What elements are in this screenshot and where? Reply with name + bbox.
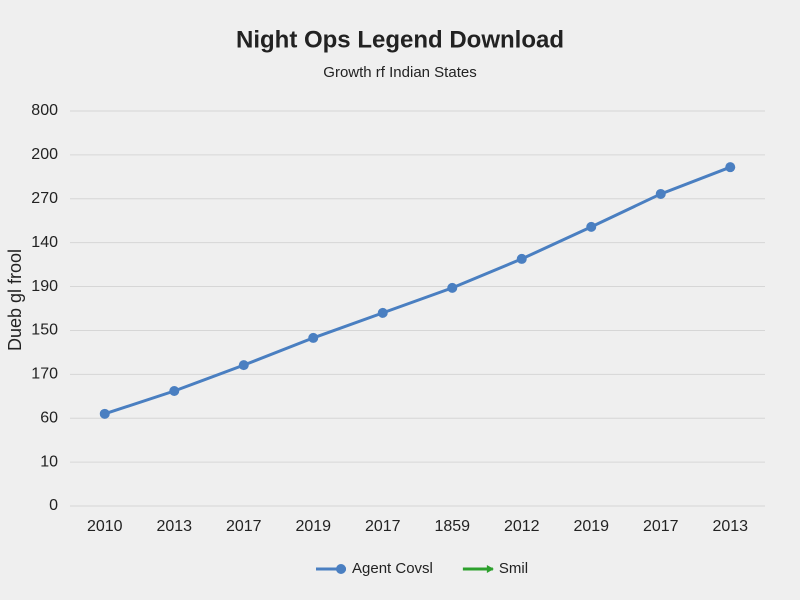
data-point [308, 332, 319, 343]
data-point [586, 221, 597, 232]
x-tick-label: 2012 [504, 518, 540, 535]
x-tick-label: 2013 [156, 518, 192, 535]
y-tick-label: 0 [49, 497, 58, 514]
y-tick-label: 60 [40, 409, 58, 426]
legend-marker [486, 565, 494, 573]
x-tick-label: 2017 [226, 518, 262, 535]
x-tick-label: 1859 [434, 518, 470, 535]
legend-label: Smil [499, 560, 528, 577]
y-axis-label: Dueb gl frool [5, 249, 25, 351]
y-tick-label: 800 [31, 102, 58, 119]
legend-label: Agent Covsl [352, 560, 433, 577]
chart-title: Night Ops Legend Download [236, 26, 564, 53]
x-tick-label: 2019 [573, 518, 609, 535]
y-tick-label: 10 [40, 453, 58, 470]
legend-marker [336, 564, 346, 574]
x-tick-label: 2017 [643, 518, 679, 535]
series-line [104, 165, 731, 416]
y-tick-label: 140 [31, 234, 58, 251]
x-tick-label: 2019 [295, 518, 331, 535]
x-tick-label: 2013 [712, 518, 748, 535]
x-tick-label: 2017 [365, 518, 401, 535]
y-tick-label: 270 [31, 190, 58, 207]
chart-subtitle: Growth rf Indian States [323, 64, 476, 81]
y-tick-label: 190 [31, 278, 58, 295]
y-tick-label: 200 [31, 146, 58, 163]
y-tick-label: 170 [31, 366, 58, 383]
data-point [169, 386, 180, 397]
data-point [238, 360, 249, 371]
data-point [99, 408, 110, 419]
x-tick-label: 2010 [87, 518, 123, 535]
data-point [447, 282, 458, 293]
data-point [655, 188, 666, 199]
data-point [725, 162, 736, 173]
data-point [377, 307, 388, 318]
y-tick-label: 150 [31, 322, 58, 339]
data-point [516, 253, 527, 264]
